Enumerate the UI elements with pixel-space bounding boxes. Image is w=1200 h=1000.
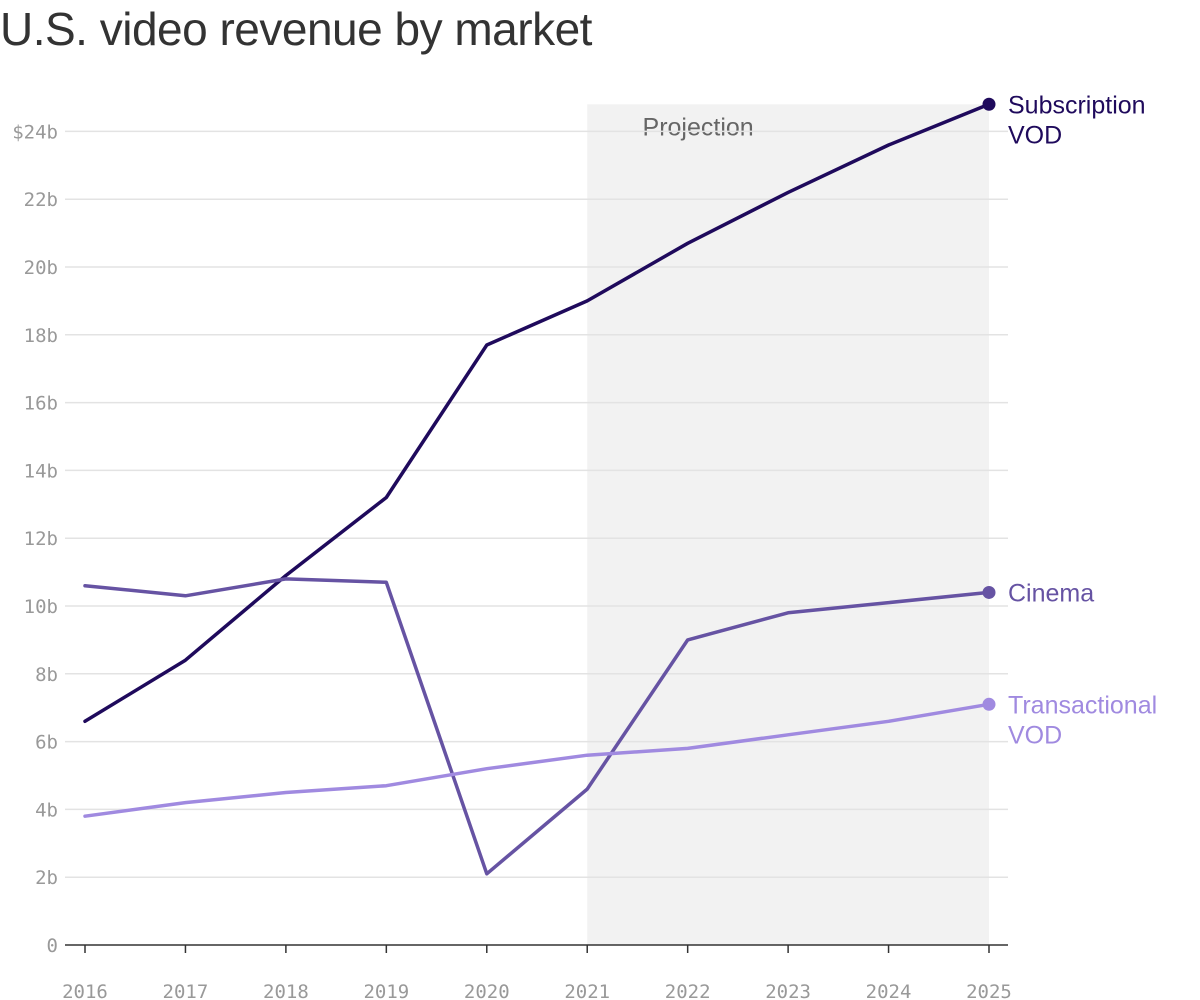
- series-end-dot-subscription-vod: [982, 97, 996, 111]
- series-label-subscription-vod: Subscription VOD: [1008, 91, 1146, 149]
- y-axis: 0 2b 4b 6b 8b 10b 12b 14b 16b 18b 20b 22b $24b: [12, 121, 58, 957]
- series-end-dot-cinema: [982, 585, 996, 599]
- y-tick-label: 20b: [24, 257, 58, 279]
- y-tick-label: 10b: [24, 596, 58, 618]
- x-tick-label: 2016: [62, 981, 108, 1000]
- x-tick-label: 2022: [665, 981, 711, 1000]
- series-label-transactional-vod: Transactional VOD: [1008, 691, 1157, 749]
- y-tick-label: 12b: [24, 528, 58, 550]
- x-tick-label: 2018: [263, 981, 309, 1000]
- series-label-cinema: Cinema: [1008, 579, 1094, 607]
- x-axis: 2016 2017 2018 2019 2020 2021 2022 2023 2024 2025: [62, 945, 1012, 1000]
- series-labels: Subscription VOD Cinema Transactional VOD: [1008, 91, 1157, 749]
- chart-title: U.S. video revenue by market: [0, 3, 592, 55]
- y-tick-label: 22b: [24, 189, 58, 211]
- series-line-transactional-vod: [83, 702, 991, 818]
- y-tick-label: 16b: [24, 393, 58, 415]
- y-tick-label: 14b: [24, 460, 58, 482]
- gridlines: [65, 130, 1008, 946]
- series-lines: [83, 97, 996, 876]
- y-tick-label: 0: [47, 935, 58, 957]
- x-tick-label: 2019: [363, 981, 409, 1000]
- y-tick-label: $24b: [12, 121, 58, 143]
- series-line-cinema: [83, 577, 991, 876]
- projection-region: Projection: [587, 104, 989, 945]
- y-tick-label: 18b: [24, 325, 58, 347]
- x-tick-label: 2017: [163, 981, 209, 1000]
- y-tick-label: 8b: [35, 664, 58, 686]
- x-tick-label: 2021: [564, 981, 610, 1000]
- y-tick-label: 4b: [35, 799, 58, 821]
- x-tick-label: 2020: [464, 981, 510, 1000]
- series-end-dot-transactional-vod: [982, 697, 996, 711]
- series-line-subscription-vod: [83, 102, 991, 724]
- y-tick-label: 2b: [35, 867, 58, 889]
- x-tick-label: 2024: [866, 981, 912, 1000]
- x-tick-label: 2025: [966, 981, 1012, 1000]
- projection-shade: [587, 104, 989, 945]
- x-tick-label: 2023: [765, 981, 811, 1000]
- y-tick-label: 6b: [35, 732, 58, 754]
- projection-label: Projection: [643, 113, 754, 141]
